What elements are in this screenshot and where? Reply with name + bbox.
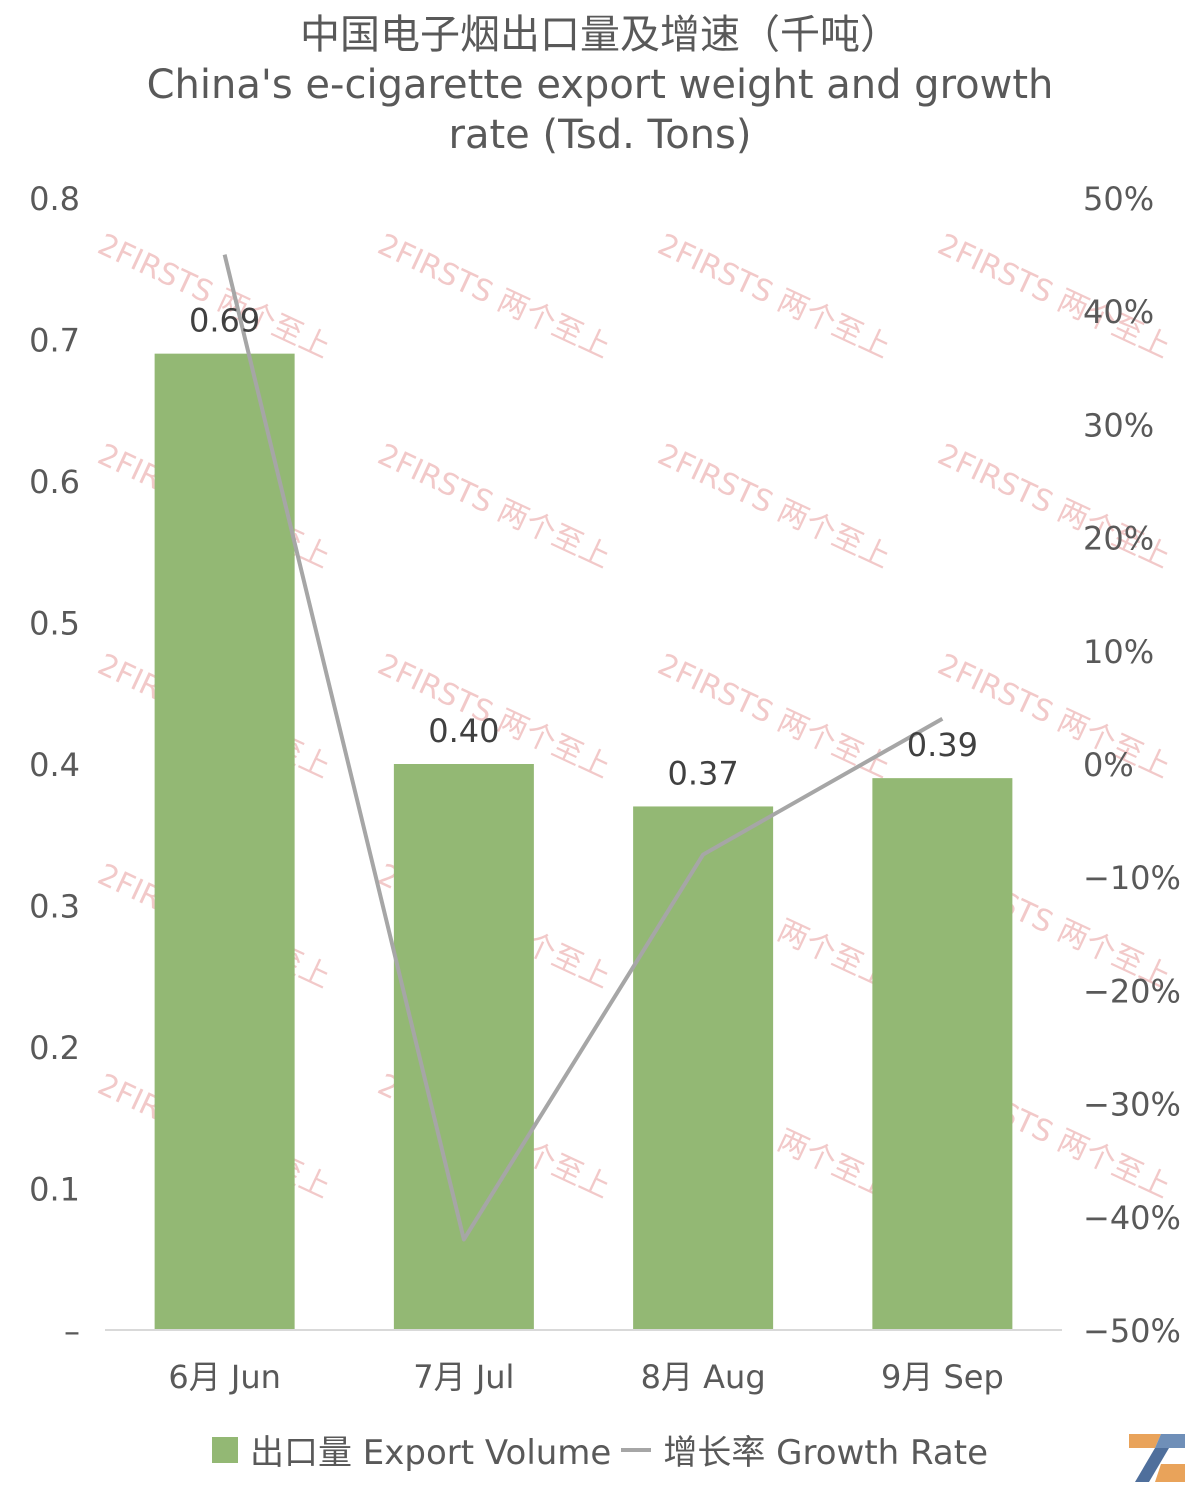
- y-right-tick-label: −10%: [1083, 859, 1181, 897]
- bar-data-label: 0.40: [428, 712, 499, 750]
- watermark-text: 2FIRSTS 两个至上: [372, 227, 615, 365]
- y-right-tick-label: 0%: [1083, 746, 1134, 784]
- y-left-tick-label: 0.4: [29, 746, 80, 784]
- legend-bar-swatch: [211, 1436, 238, 1463]
- bar-2: [633, 806, 774, 1330]
- bar-data-label: 0.39: [907, 726, 978, 764]
- bar-1: [393, 764, 534, 1330]
- legend-line-label: 增长率 Growth Rate: [663, 1433, 989, 1473]
- chart-title-en-line1: China's e-cigarette export weight and gr…: [146, 62, 1054, 108]
- x-tick-label: 9月 Sep: [881, 1358, 1004, 1396]
- x-tick-label: 7月 Jul: [413, 1358, 514, 1396]
- watermark-text: 2FIRSTS 两个至上: [92, 227, 335, 365]
- legend-bar-label: 出口量 Export Volume: [249, 1433, 612, 1473]
- legend-line-swatch: [621, 1447, 652, 1452]
- y-left-tick-label: 0.3: [29, 888, 80, 926]
- watermark-text: 2FIRSTS 两个至上: [372, 437, 615, 575]
- bar-data-label: 0.69: [189, 302, 260, 340]
- watermark-text: 2FIRSTS 两个至上: [652, 437, 895, 575]
- y-left-tick-label: 0.5: [29, 605, 80, 643]
- y-left-tick-label: 0.1: [29, 1171, 80, 1209]
- chart-title-en-line2: rate (Tsd. Tons): [448, 112, 752, 158]
- bar-0: [154, 353, 295, 1330]
- growth-rate-line: [222, 254, 944, 1242]
- y-right-tick-label: 40%: [1083, 293, 1154, 331]
- y-right-tick-label: 30%: [1083, 406, 1154, 444]
- watermark-text: 2FIRSTS 两个至上: [652, 227, 895, 365]
- y-left-tick-label: 0.7: [29, 322, 80, 360]
- y-right-tick-label: −50%: [1083, 1312, 1181, 1350]
- chart-plot: 2FIRSTS 两个至上 2FIRSTS 两个至上 2FIRSTS 两个至上 2FIR…: [29, 180, 1181, 1396]
- y-left-tick-label: 0.2: [29, 1029, 80, 1067]
- y-left-tick-label: 0.6: [29, 463, 80, 501]
- y-right-tick-label: 50%: [1083, 180, 1154, 218]
- brand-logo-icon: [1129, 1434, 1185, 1482]
- y-right-tick-label: −30%: [1083, 1086, 1181, 1124]
- y-right-tick-label: −40%: [1083, 1199, 1181, 1237]
- y-right-tick-label: 20%: [1083, 520, 1154, 558]
- bar-data-label: 0.37: [668, 754, 739, 792]
- bar-3: [872, 778, 1013, 1330]
- legend: 出口量 Export Volume 增长率 Growth Rate: [0, 1425, 1200, 1474]
- y-right-tick-label: −20%: [1083, 972, 1181, 1010]
- y-right-tick-label: 10%: [1083, 633, 1154, 671]
- y-left-tick-label: 0.8: [29, 180, 80, 218]
- x-tick-label: 8月 Aug: [641, 1358, 766, 1396]
- y-left-tick-label: –: [64, 1312, 80, 1350]
- x-tick-label: 6月 Jun: [168, 1358, 281, 1396]
- chart-title-cn: 中国电子烟出口量及增速（千吨）: [300, 12, 900, 58]
